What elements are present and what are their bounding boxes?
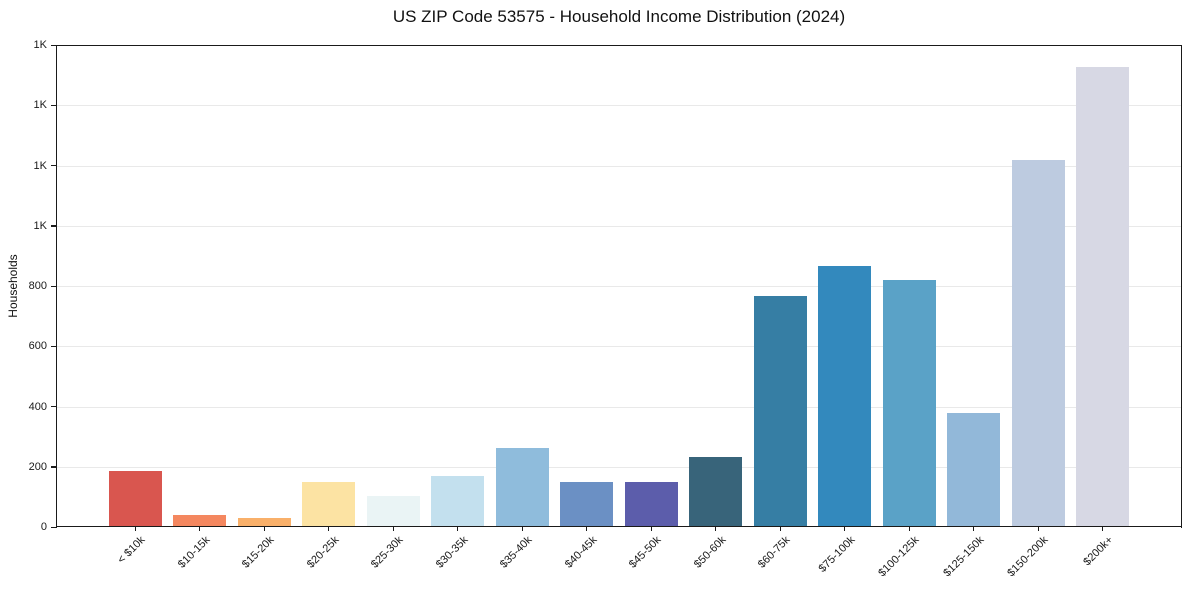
bar-40-45k xyxy=(560,481,613,527)
y-tick-mark xyxy=(51,285,57,287)
y-tick-mark xyxy=(51,345,57,348)
x-tick-label: $40-45k xyxy=(562,534,599,571)
y-tick-label: 1K xyxy=(33,39,47,51)
x-tick-mark xyxy=(908,527,910,531)
x-tick-label: $200k+ xyxy=(1080,534,1115,569)
y-tick-mark xyxy=(51,44,57,46)
gridline-400 xyxy=(57,406,1181,408)
y-tick-mark xyxy=(51,526,57,528)
x-tick-mark xyxy=(586,527,588,531)
bar-45-50k xyxy=(624,481,678,527)
y-tick-label: 1K xyxy=(33,99,47,112)
x-tick-label: $50-60k xyxy=(691,534,728,571)
spine-right xyxy=(1181,44,1183,528)
bar-30-35k xyxy=(431,475,484,527)
x-tick-mark xyxy=(392,527,394,531)
x-tick-mark xyxy=(134,527,136,531)
x-tick-mark xyxy=(844,527,846,531)
y-tick-label: 400 xyxy=(28,400,47,413)
x-tick-mark xyxy=(779,527,781,531)
x-tick-label: $10-15k xyxy=(175,534,212,571)
x-tick-label: $150-200k xyxy=(1005,534,1051,580)
x-tick-label: < $10k xyxy=(115,534,148,567)
x-tick-mark xyxy=(263,527,265,531)
bar-25-30k xyxy=(366,495,420,527)
x-tick-label: $75-100k xyxy=(816,534,857,575)
gridline-1000 xyxy=(57,225,1181,227)
bar-10-15k xyxy=(173,514,226,527)
x-tick-label: $15-20k xyxy=(239,534,277,571)
gridline-1400 xyxy=(57,105,1181,107)
x-tick-mark xyxy=(650,527,652,531)
y-tick-mark xyxy=(51,104,57,107)
x-tick-label: $20-25k xyxy=(304,534,341,571)
x-tick-mark xyxy=(328,527,330,531)
y-tick-label: 200 xyxy=(28,460,47,473)
x-tick-label: $100-125k xyxy=(876,534,922,580)
gridline-600 xyxy=(57,346,1181,348)
y-tick-label: 800 xyxy=(28,280,47,292)
bar-15-20k xyxy=(237,517,291,527)
bar-125-150k xyxy=(947,413,1000,527)
bar-100-125k xyxy=(882,279,936,527)
x-tick-label: $45-50k xyxy=(626,534,664,571)
y-tick-label: 0 xyxy=(40,521,47,533)
gridline-1200 xyxy=(57,165,1181,167)
y-tick-mark xyxy=(51,406,57,408)
x-tick-mark xyxy=(973,527,975,531)
gridline-200 xyxy=(57,466,1181,468)
y-tick-mark xyxy=(51,466,57,468)
y-tick-mark xyxy=(51,225,57,227)
x-tick-mark xyxy=(1037,527,1039,531)
bar-200k xyxy=(1076,67,1129,527)
bar-35-40k xyxy=(495,448,549,527)
spine-bottom xyxy=(57,525,1181,527)
bar-60-75k xyxy=(753,295,807,527)
spine-top xyxy=(57,44,1181,46)
chart-title: US ZIP Code 53575 - Household Income Dis… xyxy=(392,7,846,26)
x-tick-label: $30-35k xyxy=(433,534,470,571)
y-tick-label: 1K xyxy=(33,219,47,232)
y-tick-label: 1K xyxy=(33,159,47,172)
bar-150-200k xyxy=(1011,160,1065,527)
x-tick-mark xyxy=(715,527,717,531)
x-tick-mark xyxy=(457,527,459,531)
bar-20-25k xyxy=(302,481,355,527)
y-tick-label: 600 xyxy=(28,340,47,353)
plot-area xyxy=(57,45,1181,527)
x-tick-label: $125-150k xyxy=(940,534,986,580)
x-tick-mark xyxy=(199,527,201,531)
x-tick-mark xyxy=(1102,527,1104,531)
x-tick-mark xyxy=(521,527,523,531)
x-tick-label: $60-75k xyxy=(755,534,793,571)
x-tick-label: $35-40k xyxy=(497,534,535,571)
bar-10k xyxy=(108,471,162,527)
gridline-800 xyxy=(57,286,1181,287)
spine-left xyxy=(55,44,57,528)
bar-75-100k xyxy=(818,265,871,527)
bar-50-60k xyxy=(689,456,742,527)
y-tick-mark xyxy=(51,165,57,167)
x-tick-label: $25-30k xyxy=(368,534,406,571)
